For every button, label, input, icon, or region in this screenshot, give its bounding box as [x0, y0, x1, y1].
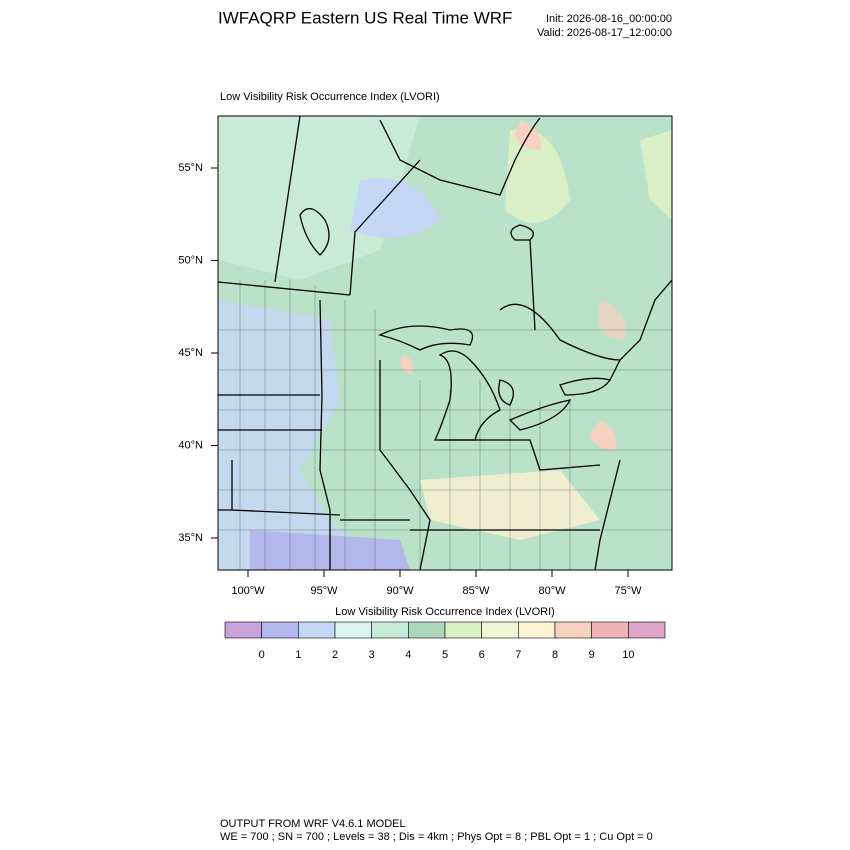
map-field [218, 116, 672, 570]
lon-label: 100°W [231, 585, 265, 597]
colorbar-swatch [518, 621, 556, 639]
colorbar-swatch [591, 621, 629, 639]
lon-label: 85°W [462, 585, 490, 597]
footer-line: OUTPUT FROM WRF V4.6.1 MODEL [220, 818, 406, 830]
colorbar-swatch [444, 621, 482, 639]
valid-time: Valid: 2026-08-17_12:00:00 [537, 27, 672, 39]
lon-label: 95°W [310, 585, 338, 597]
colorbar-label: 1 [295, 649, 301, 661]
lat-label: 40°N [178, 439, 203, 451]
map-frame [217, 115, 673, 571]
colorbar-label: 9 [589, 649, 595, 661]
footer-line: WE = 700 ; SN = 700 ; Levels = 38 ; Dis … [220, 831, 653, 843]
lon-label: 80°W [538, 585, 566, 597]
colorbar-swatch [334, 621, 372, 639]
colorbar-label: 6 [479, 649, 485, 661]
colorbar-swatch [261, 621, 299, 639]
lat-label: 35°N [178, 532, 203, 544]
title: IWFAQRP Eastern US Real Time WRF [218, 8, 512, 27]
colorbar-label: 5 [442, 649, 448, 661]
colorbar-swatch [408, 621, 446, 639]
lat-label: 45°N [178, 347, 203, 359]
map-subtitle: Low Visibility Risk Occurrence Index (LV… [220, 91, 440, 103]
colorbar-swatch [481, 621, 519, 639]
colorbar-label: 7 [515, 649, 521, 661]
lon-label: 75°W [614, 585, 642, 597]
lon-label: 90°W [386, 585, 414, 597]
colorbar-swatch [298, 621, 336, 639]
colorbar-label: 4 [405, 649, 411, 661]
colorbar-label: 2 [332, 649, 338, 661]
init-time: Init: 2026-08-16_00:00:00 [546, 13, 672, 25]
colorbar-label: 0 [259, 649, 265, 661]
lat-label: 50°N [178, 254, 203, 266]
lat-label: 55°N [178, 162, 203, 174]
colorbar-label: 8 [552, 649, 558, 661]
colorbar-label: 3 [369, 649, 375, 661]
colorbar-title: Low Visibility Risk Occurrence Index (LV… [335, 606, 555, 618]
colorbar-swatch [371, 621, 409, 639]
colorbar-swatch [628, 621, 666, 639]
colorbar-label: 10 [622, 649, 634, 661]
colorbar-swatch [554, 621, 592, 639]
colorbar-swatch [224, 621, 262, 639]
